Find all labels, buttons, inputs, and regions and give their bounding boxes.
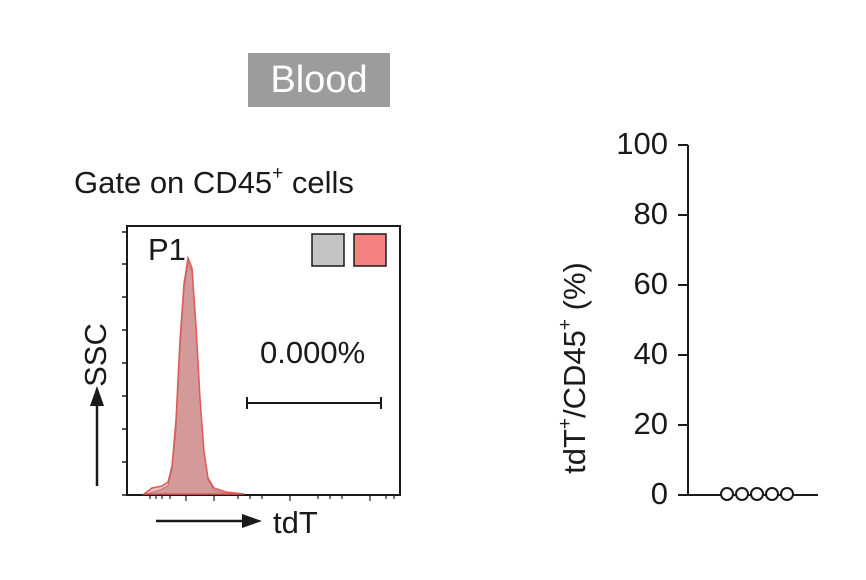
gate-percentage: 0.000% [260,335,366,370]
y-axis-label: SSC [78,323,113,387]
data-point-4 [780,487,794,501]
y-tick-label-20: 20 [633,406,668,441]
gate-name: P1 [148,232,186,267]
ylabel-part-b: /CD45 [557,330,592,418]
data-point-1 [735,487,749,501]
data-point-3 [765,487,779,501]
title-superscript: + [272,163,284,184]
data-point-2 [750,487,764,501]
y-tick-label-80: 80 [633,196,668,231]
x-axis-label: tdT [273,505,318,540]
legend-swatch-red [353,233,387,267]
histogram-red-curve [141,255,245,495]
legend-swatch-gray [311,233,345,267]
ylabel-part-a: tdT [557,429,592,474]
title-main: Gate on CD45 [74,165,273,200]
y-tick-label-0: 0 [650,476,668,511]
histogram-frame [126,225,401,496]
y-tick-label-60: 60 [633,266,668,301]
gate-bar [246,397,382,409]
y-tick-label-100: 100 [616,126,668,161]
ssc-arrow [90,386,104,486]
y-tick-label-40: 40 [633,336,668,371]
tissue-label: Blood [248,53,390,107]
histogram-x-ticks [149,495,395,501]
histogram-title: Gate on CD45+ cells [74,163,354,201]
ylabel-sup-a: + [555,417,576,430]
histogram-y-ticks [122,231,127,496]
title-suffix: cells [283,165,354,200]
tdt-arrow [156,514,262,528]
data-point-0 [720,487,734,501]
ylabel-part-c: (%) [557,262,592,319]
ylabel-sup-b: + [555,318,576,331]
